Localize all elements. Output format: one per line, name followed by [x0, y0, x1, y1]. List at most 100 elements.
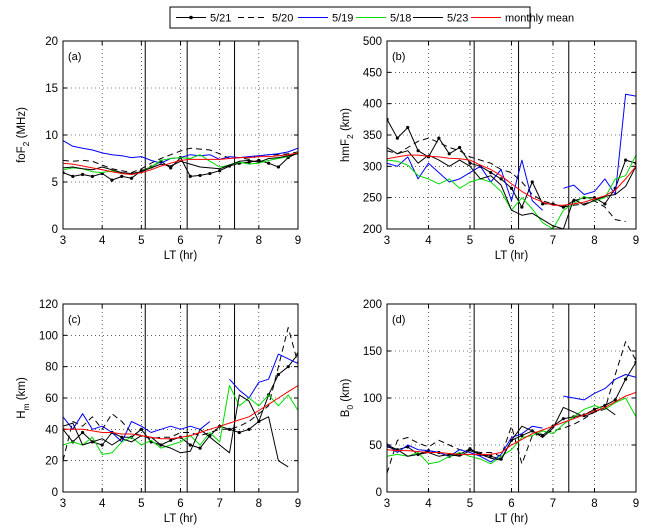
series-point-5-21	[406, 125, 410, 130]
series-point-5-21	[509, 186, 514, 190]
x-tick-label: 7	[550, 498, 556, 510]
x-tick-label: 3	[60, 235, 66, 247]
y-tick-label: 20	[45, 36, 58, 48]
legend-label-5-23: 5/23	[447, 13, 468, 25]
plot-frame	[386, 303, 637, 493]
series-line-5-23	[387, 406, 616, 461]
x-tick-label: 6	[508, 498, 514, 510]
series-line-5-19	[63, 353, 298, 443]
y-tick-label: 15	[45, 83, 58, 95]
series-point-5-21	[218, 169, 222, 173]
y-axis-label-main: H	[16, 410, 28, 418]
series-point-5-21	[100, 443, 104, 447]
x-tick-label: 8	[591, 498, 597, 510]
series-line-5-18	[63, 151, 298, 175]
series-point-5-21	[169, 166, 173, 170]
series-point-5-21	[624, 158, 628, 162]
series-line-monthly-mean	[63, 385, 298, 440]
series-point-5-21	[227, 427, 232, 431]
y-tick-label: 0	[52, 224, 58, 236]
plot-frame	[62, 303, 299, 493]
legend-marker	[189, 15, 193, 20]
y-axis-label-main: foF	[16, 146, 28, 163]
x-tick-label: 4	[99, 235, 106, 247]
legend-label-5-19: 5/19	[332, 13, 353, 25]
series-point-5-21	[276, 372, 281, 377]
y-tick-label: 100	[363, 393, 382, 405]
y-axis-label-subscript: 2	[345, 134, 355, 139]
chart-panel-c: 3 4 5 6 7 8 9 0 20 40 60 80 100 120 (c) LT (hr) Hm (km)	[16, 299, 301, 525]
series-point-5-21	[71, 174, 75, 178]
series-group	[63, 140, 298, 182]
x-tick-label: 8	[256, 498, 262, 510]
y-tick-label: 0	[376, 487, 382, 499]
chart-panel-b: 3 4 5 6 7 8 9 200 250 300 350 400 450 500 (b) LT (hr) hm…	[340, 36, 639, 262]
series-point-5-21	[90, 174, 94, 178]
series-group	[387, 93, 636, 229]
y-tick-label: 60	[45, 393, 58, 405]
x-tick-label: 8	[256, 235, 262, 247]
series-point-5-21	[499, 177, 503, 181]
x-tick-label: 5	[467, 498, 473, 510]
series-point-5-21	[110, 178, 114, 182]
x-tick-label: 9	[295, 235, 301, 247]
x-tick-label: 4	[99, 498, 106, 510]
panel-label: (b)	[392, 51, 405, 63]
panel-label: (a)	[68, 51, 81, 63]
series-point-5-21	[603, 202, 607, 206]
series-point-5-21	[286, 365, 290, 369]
x-tick-label: 7	[550, 235, 556, 247]
x-axis-label: LT (hr)	[495, 250, 529, 262]
y-axis-label-unit: (km)	[16, 377, 28, 403]
x-tick-label: 3	[384, 498, 390, 510]
series-line-5-19	[387, 93, 636, 211]
series-line-monthly-mean	[63, 152, 298, 175]
panel-label: (d)	[392, 314, 405, 326]
series-line-5-20	[387, 137, 626, 222]
series-line-monthly-mean	[387, 154, 636, 206]
y-tick-label: 20	[45, 456, 58, 468]
series-point-5-21	[247, 427, 251, 431]
series-point-5-21	[468, 161, 472, 165]
series-point-5-21	[188, 174, 192, 178]
series-point-5-21	[541, 202, 545, 206]
series-point-5-21	[624, 377, 628, 381]
y-tick-label: 200	[363, 299, 382, 311]
x-tick-label: 6	[177, 235, 183, 247]
x-tick-label: 7	[216, 235, 222, 247]
series-group	[387, 341, 636, 474]
series-point-5-21	[257, 158, 261, 162]
y-tick-label: 0	[52, 487, 58, 499]
series-point-5-21	[188, 443, 192, 447]
series-line-5-23	[387, 147, 636, 229]
series-line-5-23	[63, 394, 289, 468]
y-tick-label: 500	[363, 36, 382, 48]
y-axis-label-unit: (km)	[340, 108, 352, 134]
plot-frame	[62, 40, 299, 230]
legend-label-5-18: 5/18	[390, 13, 411, 25]
series-point-5-21	[169, 438, 173, 442]
series-point-5-21	[520, 434, 524, 438]
x-tick-label: 3	[384, 235, 390, 247]
y-tick-label: 100	[39, 330, 58, 342]
y-axis-label-main: B	[340, 409, 352, 417]
series-line-5-18	[63, 385, 298, 455]
x-axis-label: LT (hr)	[164, 250, 198, 262]
series-point-5-21	[80, 172, 85, 177]
legend-label-monthly-mean: monthly mean	[505, 13, 574, 25]
y-axis-label: foF2 (MHz)	[16, 107, 31, 163]
series-point-5-21	[267, 161, 271, 165]
x-tick-label: 9	[633, 235, 639, 247]
x-tick-label: 9	[295, 498, 301, 510]
series-point-5-21	[489, 171, 493, 175]
x-tick-label: 5	[138, 498, 144, 510]
y-axis-label-subscript: m	[21, 403, 31, 410]
series-point-5-21	[120, 435, 124, 439]
series-point-5-21	[489, 454, 493, 458]
y-tick-label: 300	[363, 161, 382, 173]
legend-label-5-20: 5/20	[272, 13, 293, 25]
series-point-5-21	[458, 145, 462, 150]
y-tick-label: 50	[369, 440, 382, 452]
